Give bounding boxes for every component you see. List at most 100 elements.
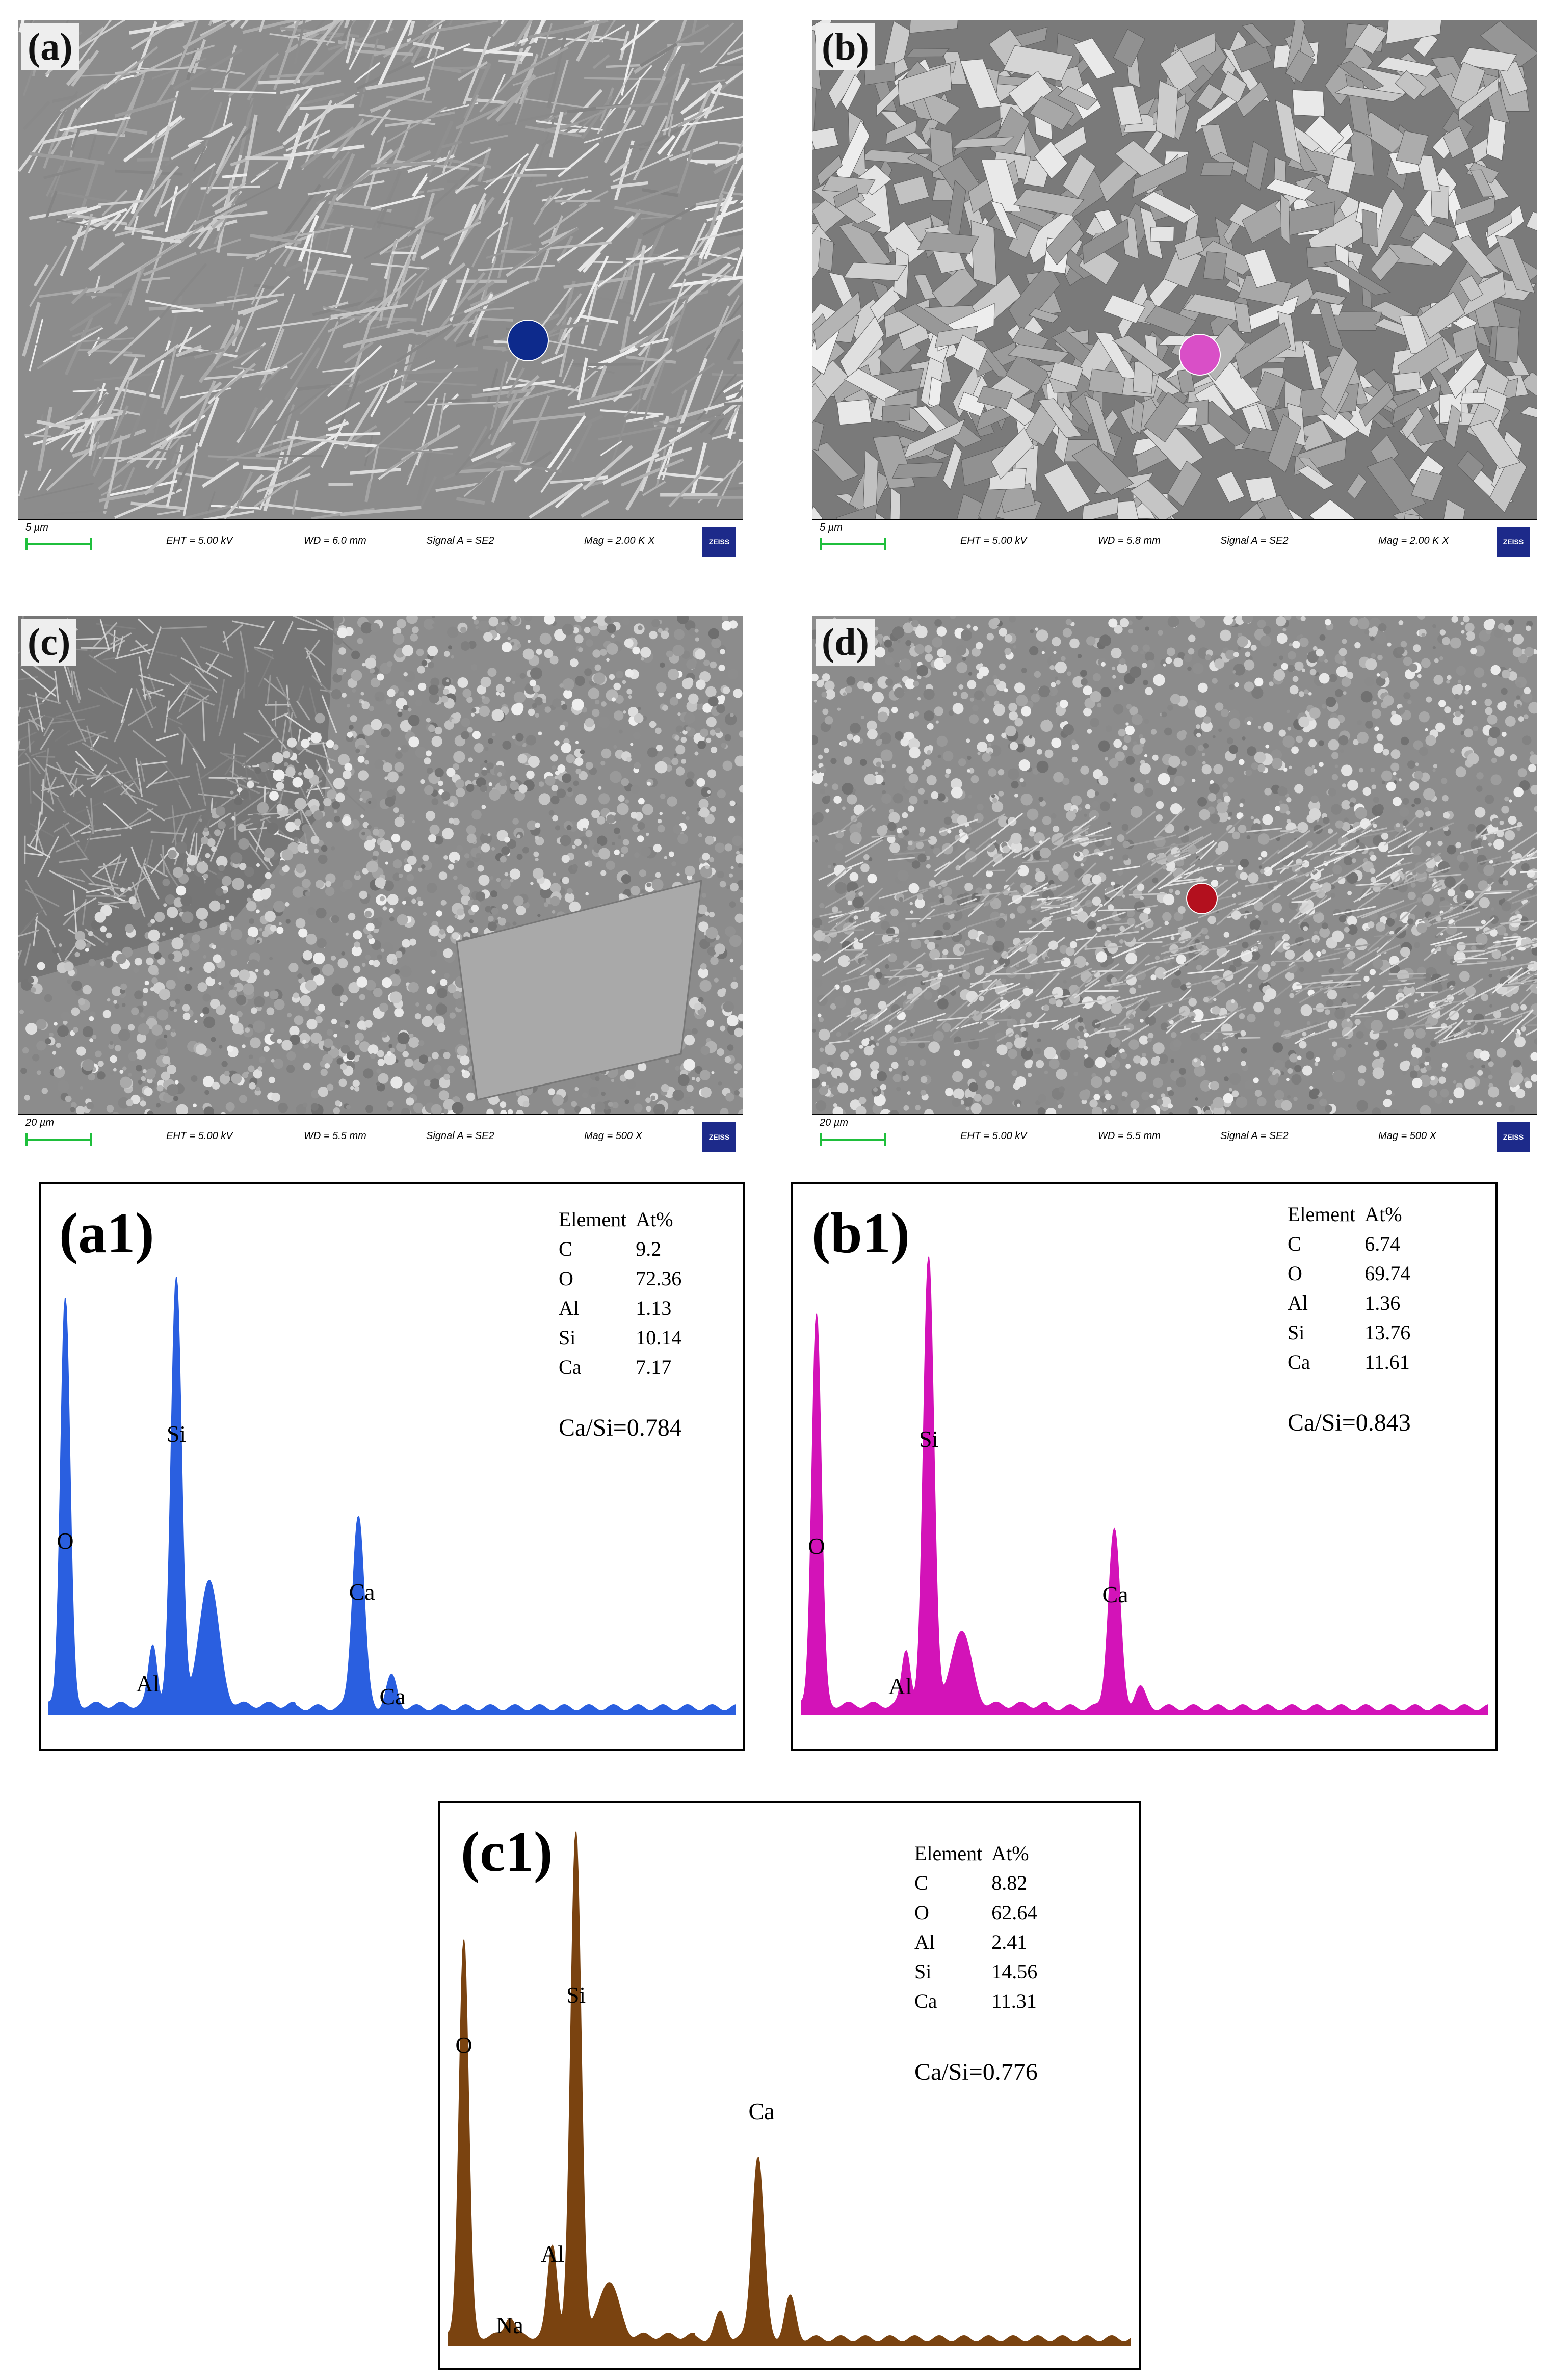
element-cell: Al xyxy=(559,1297,579,1319)
value-cell: 13.76 xyxy=(1364,1321,1411,1344)
sem-databar: 5 µm EHT = 5.00 kV WD = 6.0 mm Signal A … xyxy=(18,519,743,563)
sem-micrograph-c xyxy=(18,616,743,1115)
zeiss-logo: ZEISS xyxy=(702,1122,736,1152)
sem-databar: 20 µm EHT = 5.00 kV WD = 5.5 mm Signal A… xyxy=(812,1114,1537,1158)
table-header-element: Element xyxy=(914,1842,983,1865)
eds-panel-c1: O Na Al Si Ca (c1) Element At% C 8.82 O 62.64 A… xyxy=(438,1801,1141,2370)
eds-spectrum-b1: O Al Si Ca xyxy=(801,1256,1488,1715)
scale-bar xyxy=(820,538,886,550)
element-cell: Al xyxy=(1288,1291,1308,1314)
peak-label: Si xyxy=(919,1426,938,1452)
table-row: Si 13.76 xyxy=(1288,1318,1420,1347)
value-cell: 69.74 xyxy=(1364,1262,1411,1285)
value-cell: 8.82 xyxy=(991,1871,1028,1894)
composition-table: Element At% C 6.74 O 69.74 Al 1.36 Si 13.76 C… xyxy=(1288,1200,1420,1377)
analysis-point-marker xyxy=(507,320,549,361)
value-cell: 11.31 xyxy=(991,1990,1037,2013)
scale-bar xyxy=(25,1133,92,1146)
peak-label: Na xyxy=(496,2312,523,2338)
mag-text: Mag = 500 X xyxy=(1378,1130,1436,1142)
wd-text: WD = 5.8 mm xyxy=(1098,535,1161,546)
composition-table: Element At% C 8.82 O 62.64 Al 2.41 Si 14.56 C… xyxy=(914,1839,1046,2016)
sem-panel-c: (c) 20 µm EHT = 5.00 kV WD = 5.5 mm Sign… xyxy=(18,616,743,1158)
element-cell: Ca xyxy=(914,1990,937,2013)
peak-label: Si xyxy=(566,1982,586,2008)
table-header-at: At% xyxy=(1364,1203,1402,1226)
analysis-point-marker xyxy=(1179,334,1221,376)
peak-label: O xyxy=(808,1533,825,1559)
ca-si-ratio: Ca/Si=0.843 xyxy=(1288,1409,1411,1436)
peak-label: Al xyxy=(136,1671,160,1697)
table-row: O 62.64 xyxy=(914,1898,1046,1927)
peak-label: Ca xyxy=(379,1683,405,1709)
element-cell: Ca xyxy=(559,1356,582,1379)
value-cell: 2.41 xyxy=(991,1931,1028,1953)
value-cell: 6.74 xyxy=(1364,1232,1401,1255)
element-cell: C xyxy=(914,1871,928,1894)
signal-text: Signal A = SE2 xyxy=(1220,1130,1289,1142)
zeiss-logo: ZEISS xyxy=(1497,527,1530,557)
value-cell: 10.14 xyxy=(636,1326,682,1349)
value-cell: 72.36 xyxy=(636,1267,682,1290)
panel-label: (a) xyxy=(21,23,79,70)
element-cell: Si xyxy=(559,1326,576,1349)
table-header-at: At% xyxy=(991,1842,1029,1865)
element-cell: Al xyxy=(914,1931,935,1953)
table-row: Si 10.14 xyxy=(559,1323,691,1353)
eht-text: EHT = 5.00 kV xyxy=(960,1130,1027,1142)
eht-text: EHT = 5.00 kV xyxy=(166,535,233,546)
table-row: C 9.2 xyxy=(559,1234,691,1264)
eds-panel-b1: O Al Si Ca (b1) Element At% C 6.74 O 69.74 Al 1… xyxy=(791,1182,1498,1751)
wd-text: WD = 5.5 mm xyxy=(1098,1130,1161,1142)
table-row: Al 1.13 xyxy=(559,1293,691,1323)
ca-si-ratio: Ca/Si=0.776 xyxy=(914,2058,1038,2085)
analysis-point-marker xyxy=(1186,883,1218,914)
peak-label: O xyxy=(57,1528,73,1554)
spectrum-area xyxy=(48,1277,736,1715)
peak-label: O xyxy=(455,2032,472,2058)
table-row: Ca 11.31 xyxy=(914,1987,1046,2016)
signal-text: Signal A = SE2 xyxy=(1220,535,1289,546)
mag-text: Mag = 500 X xyxy=(584,1130,642,1142)
table-row: Ca 11.61 xyxy=(1288,1347,1420,1377)
value-cell: 62.64 xyxy=(991,1901,1038,1924)
zeiss-logo: ZEISS xyxy=(702,527,736,557)
sem-micrograph-a xyxy=(18,20,743,520)
value-cell: 9.2 xyxy=(636,1237,662,1260)
peak-label: Ca xyxy=(1102,1581,1128,1607)
table-row: Ca 7.17 xyxy=(559,1353,691,1382)
sem-panel-b: (b) 5 µm EHT = 5.00 kV WD = 5.8 mm Signa… xyxy=(812,20,1537,563)
mag-text: Mag = 2.00 K X xyxy=(584,535,655,546)
sem-panel-a: (a) 5 µm EHT = 5.00 kV WD = 6.0 mm Signa… xyxy=(18,20,743,563)
table-row: Al 2.41 xyxy=(914,1927,1046,1957)
element-cell: O xyxy=(914,1901,929,1924)
peak-label: Al xyxy=(888,1673,912,1699)
ca-si-ratio: Ca/Si=0.784 xyxy=(559,1414,682,1441)
scale-text: 20 µm xyxy=(820,1117,848,1128)
sem-micrograph-d xyxy=(812,616,1537,1115)
table-row: Si 14.56 xyxy=(914,1957,1046,1987)
sem-panel-d: (d) 20 µm EHT = 5.00 kV WD = 5.5 mm Sign… xyxy=(812,616,1537,1158)
sem-databar: 5 µm EHT = 5.00 kV WD = 5.8 mm Signal A … xyxy=(812,519,1537,563)
eht-text: EHT = 5.00 kV xyxy=(960,535,1027,546)
eds-spectrum-a1: O Al Si Ca Ca xyxy=(48,1277,736,1715)
element-cell: Si xyxy=(1288,1321,1305,1344)
peak-label: Ca xyxy=(349,1579,375,1605)
sem-micrograph-b xyxy=(812,20,1537,520)
zeiss-logo: ZEISS xyxy=(1497,1122,1530,1152)
value-cell: 1.36 xyxy=(1364,1291,1401,1314)
eds-panel-label: (a1) xyxy=(59,1202,154,1265)
table-header-at: At% xyxy=(636,1208,673,1231)
scale-bar xyxy=(25,538,92,550)
table-row: O 72.36 xyxy=(559,1264,691,1293)
panel-label: (b) xyxy=(816,23,875,70)
scale-text: 5 µm xyxy=(820,522,843,533)
value-cell: 7.17 xyxy=(636,1356,672,1379)
spectrum-area xyxy=(801,1256,1488,1715)
wd-text: WD = 6.0 mm xyxy=(304,535,366,546)
spectrum-area xyxy=(448,1831,1131,2346)
eds-panel-a1: O Al Si Ca Ca (a1) Element At% C 9.2 O 72.36 Al… xyxy=(39,1182,745,1751)
value-cell: 1.13 xyxy=(636,1297,672,1319)
peak-label: Al xyxy=(541,2241,564,2267)
scale-text: 5 µm xyxy=(25,522,48,533)
